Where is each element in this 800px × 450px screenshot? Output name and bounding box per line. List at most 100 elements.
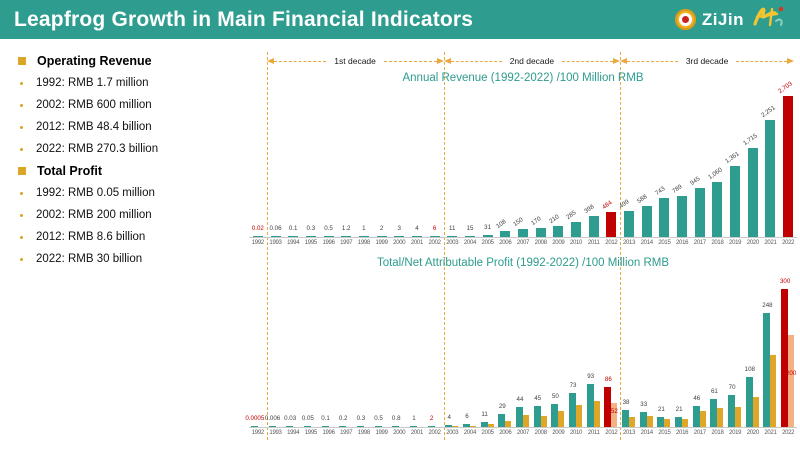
revenue-bar: [571, 222, 582, 237]
revenue-bar: [341, 236, 352, 237]
bullet-dot-icon: [20, 213, 23, 217]
revenue-value-label: 285: [565, 209, 578, 222]
profit-value-label: 70: [728, 383, 736, 391]
profit-value-label: 45: [534, 395, 542, 403]
year-label: 2008: [534, 240, 547, 246]
year-label: 1994: [287, 240, 300, 246]
list-item-label: 1992: RMB 0.05 million: [36, 187, 155, 199]
year-label: 2002: [428, 430, 441, 436]
year-label: 1995: [304, 240, 317, 246]
chart-slot: 945 2017: [689, 88, 709, 246]
revenue-chart: 0.02 1992 0.06 1993 0.1 1994 0.3 1995 0.5 1996 1.2…: [249, 80, 797, 246]
dashed-line: [562, 60, 614, 62]
profit-value-label: 0.8: [391, 415, 401, 423]
profit-total-bar: [763, 312, 771, 427]
decade-divider-line: [266, 52, 268, 440]
year-label: 2013: [622, 240, 636, 246]
chart-slot: 0.03 1994: [284, 278, 302, 436]
decade-segment: 1st decade: [266, 54, 444, 68]
profit-value-label: 73: [569, 382, 577, 390]
logo-center-dot: [681, 16, 689, 23]
decade-label: 2nd decade: [509, 56, 555, 66]
chart-slot: 1 1998: [355, 88, 373, 246]
net-value-label: 52: [610, 407, 618, 415]
list-item-label: 2012: RMB 48.4 billion: [36, 121, 152, 133]
profit-total-bar: [515, 406, 523, 427]
year-label: 2022: [782, 240, 795, 246]
profit-value-label: 248: [762, 301, 773, 309]
chart-slot: 0.3 1998: [355, 278, 373, 436]
revenue-bar: [252, 236, 263, 237]
year-label: 2012: [605, 240, 618, 246]
chart-slot: 1,715 2020: [742, 88, 762, 246]
profit-total-bar: [745, 377, 753, 427]
profit-net-bar: [469, 425, 476, 427]
chart-slot: 15 2004: [461, 88, 479, 246]
revenue-bar: [411, 236, 422, 237]
chart-slot: 4 2003: [443, 278, 461, 436]
profit-net-bar: [487, 423, 494, 427]
profit-value-label: 21: [675, 406, 683, 414]
revenue-bar: [358, 236, 369, 237]
revenue-bar: [588, 216, 599, 237]
year-label: 2016: [676, 430, 689, 436]
year-label: 2006: [499, 430, 512, 436]
year-label: 2021: [764, 430, 777, 436]
header-bar: Leapfrog Growth in Main Financial Indica…: [0, 0, 800, 39]
dashed-line: [736, 60, 787, 62]
revenue-bar: [641, 206, 652, 237]
chart-slot: 2,703 2022: [777, 80, 797, 246]
chart-slot: 743 2015: [654, 88, 674, 246]
profit-total-bar: [462, 424, 470, 427]
list-item: 2012: RMB 48.4 billion: [18, 116, 248, 138]
list-item: 2012: RMB 8.6 billion: [18, 226, 248, 248]
calligraphy-icon: [750, 3, 786, 36]
profit-net-bar: [505, 421, 512, 427]
chart-slot: 11 2005: [479, 278, 497, 436]
year-label: 1999: [375, 430, 388, 436]
year-label: 1998: [357, 240, 370, 246]
year-label: 2011: [587, 430, 600, 436]
profit-net-bar: [558, 410, 565, 427]
chart-slot: 86 52 2012: [603, 278, 621, 436]
profit-value-label: 46: [693, 394, 701, 402]
profit-value-label: 0.1: [321, 415, 330, 423]
revenue-bar: [783, 95, 794, 237]
profit-total-bar: [675, 417, 683, 427]
revenue-value-label: 484: [600, 199, 614, 211]
chart-slot: 0.5 1996: [320, 88, 338, 246]
profit-total-bar: [657, 417, 665, 427]
revenue-chart-title: Annual Revenue (1992-2022) /100 Million …: [402, 72, 644, 84]
year-label: 1995: [304, 430, 317, 436]
dashed-line: [450, 60, 502, 62]
profit-net-bar: [576, 404, 583, 427]
profit-net-bar: [717, 408, 724, 427]
profit-value-label: 0.2: [338, 415, 348, 423]
revenue-value-label: 0.5: [324, 225, 333, 233]
year-label: 2012: [605, 430, 618, 436]
revenue-bar: [694, 187, 705, 237]
profit-net-bar: [646, 416, 653, 427]
chart-slot: 484 2012: [600, 88, 621, 246]
revenue-value-label: 6: [432, 225, 437, 233]
chart-slot: 210 2009: [548, 88, 568, 246]
profit-total-bar: [427, 426, 435, 427]
year-label: 2018: [711, 240, 724, 246]
bullet-dot-icon: [20, 235, 23, 239]
year-label: 2021: [764, 240, 777, 246]
bullet-square-icon: [18, 57, 26, 65]
chart-slot: 2,251 2021: [760, 88, 780, 246]
list-item-label: 2012: RMB 8.6 billion: [36, 231, 146, 243]
decade-label: 3rd decade: [685, 56, 729, 66]
chart-slot: 248 2021: [762, 278, 780, 436]
profit-total-bar: [710, 398, 718, 427]
list-item: 1992: RMB 1.7 million: [18, 72, 248, 94]
decade-label: 1st decade: [334, 56, 376, 66]
profit-net-bar: [522, 415, 529, 427]
profit-total-bar: [303, 426, 311, 427]
revenue-bar: [323, 236, 334, 237]
year-label: 1994: [287, 430, 300, 436]
list-item-label: 2002: RMB 600 million: [36, 99, 152, 111]
year-label: 1992: [251, 430, 264, 436]
profit-net-bar: [770, 354, 777, 427]
